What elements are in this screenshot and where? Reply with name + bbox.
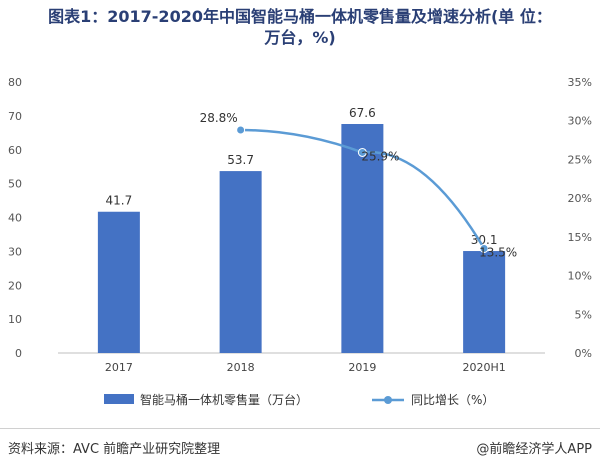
y-left-tick-label: 30 <box>8 245 22 258</box>
bar <box>219 171 262 353</box>
y-right-tick-label: 0% <box>575 347 592 360</box>
y-left-tick-label: 0 <box>15 347 22 360</box>
y-right-tick-label: 20% <box>568 192 592 205</box>
legend-line-label: 同比增长（%） <box>411 393 494 407</box>
y-left-tick-label: 40 <box>8 212 22 225</box>
y-left-tick-label: 60 <box>8 144 22 157</box>
brand-credit: @前瞻经济学人APP <box>476 442 592 457</box>
y-left-tick-label: 20 <box>8 279 22 292</box>
y-right-tick-label: 35% <box>568 76 592 89</box>
combo-chart: 0 10 20 30 40 50 60 70 80 0% 5% 10% 15% 20% 25% 30% 35% 4… <box>8 76 592 407</box>
legend-bar-label: 智能马桶一体机零售量（万台） <box>140 392 308 407</box>
bar <box>463 251 506 353</box>
legend-line-marker <box>384 396 392 404</box>
growth-value-label: 28.8% <box>200 111 238 125</box>
y-right-tick-label: 30% <box>568 115 592 128</box>
growth-point <box>236 125 246 135</box>
x-tick-label: 2020H1 <box>462 361 505 374</box>
y-right-tick-label: 15% <box>568 231 592 244</box>
growth-value-label: 13.5% <box>479 245 517 259</box>
growth-point <box>357 147 367 157</box>
bar-value-label: 67.6 <box>349 106 376 120</box>
bar <box>341 124 384 353</box>
chart-title-line2: 万台，%) <box>264 28 336 47</box>
footer-divider <box>0 428 600 429</box>
chart-title-line1: 图表1：2017-2020年中国智能马桶一体机零售量及增速分析(单 位： <box>48 7 552 26</box>
bar <box>97 211 140 353</box>
bar-value-label: 41.7 <box>106 194 133 208</box>
y-left-tick-label: 50 <box>8 178 22 191</box>
bar-value-label: 53.7 <box>227 153 254 167</box>
x-tick-label: 2018 <box>227 361 255 374</box>
legend-bar-swatch <box>104 394 134 404</box>
y-left-tick-label: 80 <box>8 76 22 89</box>
y-right-tick-label: 25% <box>568 153 592 166</box>
x-tick-label: 2017 <box>105 361 133 374</box>
source-note: 资料来源：AVC 前瞻产业研究院整理 <box>8 442 221 457</box>
y-right-tick-label: 5% <box>575 308 592 321</box>
y-left-tick-label: 10 <box>8 313 22 326</box>
y-left-tick-label: 70 <box>8 110 22 123</box>
chart-title: 图表1：2017-2020年中国智能马桶一体机零售量及增速分析(单 位： 万台，… <box>8 6 592 48</box>
growth-point <box>479 243 489 253</box>
growth-value-label: 25.9% <box>361 149 399 163</box>
y-right-tick-label: 10% <box>568 270 592 283</box>
x-tick-label: 2019 <box>348 361 376 374</box>
